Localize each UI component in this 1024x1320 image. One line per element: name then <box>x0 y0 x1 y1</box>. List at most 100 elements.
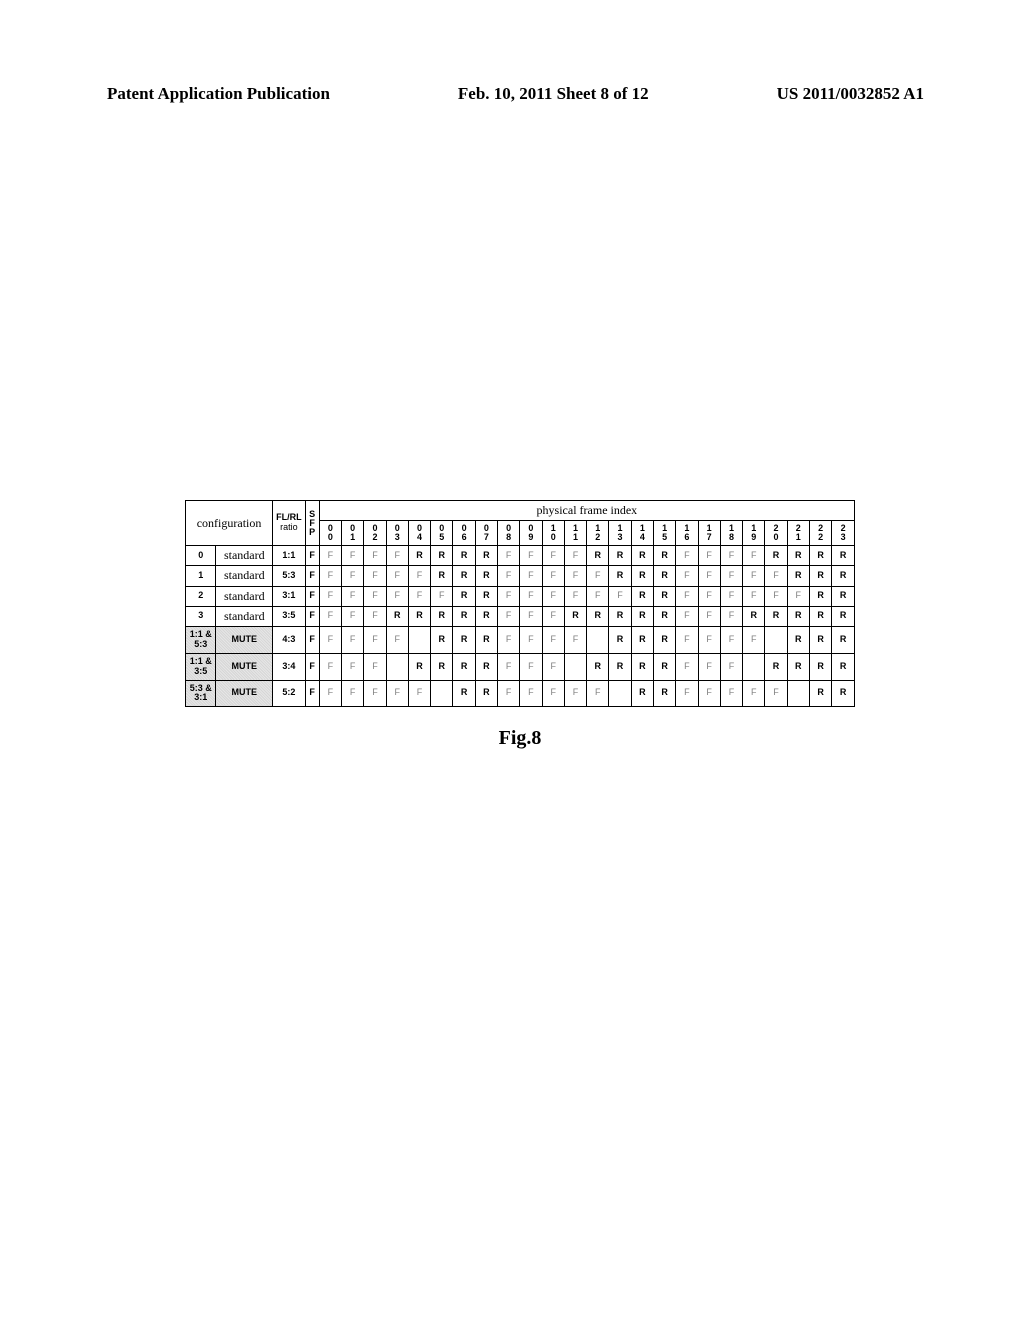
frame-cell: R <box>631 586 653 606</box>
frame-cell: F <box>342 546 364 566</box>
index-cell: 20 <box>765 521 787 546</box>
frame-cell: R <box>653 680 675 707</box>
frame-cell: F <box>720 680 742 707</box>
frame-cell: R <box>832 566 855 586</box>
frame-cell: F <box>364 606 386 626</box>
frame-cell: R <box>653 653 675 680</box>
frame-cell: R <box>653 626 675 653</box>
frame-cell: F <box>720 546 742 566</box>
frame-cell: F <box>520 606 542 626</box>
config-name-cell: standard <box>216 606 273 626</box>
frame-cell: F <box>743 546 765 566</box>
header-center: Feb. 10, 2011 Sheet 8 of 12 <box>458 84 649 104</box>
sfp-cell: F <box>305 606 319 626</box>
frame-cell <box>386 653 408 680</box>
index-cell: 09 <box>520 521 542 546</box>
frame-cell: R <box>475 566 497 586</box>
frame-cell: F <box>542 653 564 680</box>
config-name-cell: standard <box>216 566 273 586</box>
ratio-cell: 5:2 <box>273 680 305 707</box>
index-cell: 15 <box>653 521 675 546</box>
frame-cell: F <box>743 586 765 606</box>
config-name-cell: MUTE <box>216 626 273 653</box>
frame-cell: F <box>609 586 631 606</box>
frame-cell: F <box>765 566 787 586</box>
frame-cell: F <box>787 586 809 606</box>
frame-cell: F <box>319 566 341 586</box>
index-cell: 02 <box>364 521 386 546</box>
frame-cell: R <box>609 546 631 566</box>
frame-cell: R <box>431 546 453 566</box>
index-cell: 18 <box>720 521 742 546</box>
frame-cell: F <box>698 680 720 707</box>
frame-cell: R <box>453 586 475 606</box>
frame-cell: R <box>564 606 586 626</box>
index-cell: 13 <box>609 521 631 546</box>
config-name-cell: standard <box>216 586 273 606</box>
frame-cell: F <box>720 653 742 680</box>
frame-cell: F <box>676 606 698 626</box>
frame-cell: F <box>342 653 364 680</box>
frame-cell: F <box>542 586 564 606</box>
frame-cell: R <box>475 546 497 566</box>
index-cell: 05 <box>431 521 453 546</box>
table-row: 1:1 &5:3MUTE4:3FFFFFRRRFFFFRRRFFFFRRR <box>186 626 855 653</box>
frame-cell: R <box>453 680 475 707</box>
index-cell: 17 <box>698 521 720 546</box>
frame-cell: F <box>319 546 341 566</box>
frame-cell: F <box>520 586 542 606</box>
frame-cell: R <box>631 680 653 707</box>
frame-cell: F <box>720 586 742 606</box>
frame-cell: F <box>542 606 564 626</box>
frame-cell: F <box>408 566 430 586</box>
frame-cell: F <box>720 566 742 586</box>
frame-cell: R <box>431 653 453 680</box>
config-id-cell: 0 <box>186 546 216 566</box>
frame-cell: F <box>319 626 341 653</box>
table-row: 1standard5:3FFFFFFRRRFFFFFRRRFFFFFRRR <box>186 566 855 586</box>
frame-cell: R <box>408 606 430 626</box>
index-cell: 01 <box>342 521 364 546</box>
frame-cell: F <box>364 566 386 586</box>
table-row: 2standard3:1FFFFFFFRRFFFFFFRRFFFFFFRR <box>186 586 855 606</box>
frame-cell: R <box>832 546 855 566</box>
frame-table: configuration FL/RL ratio S F P physical… <box>185 500 855 707</box>
frame-cell: R <box>809 566 831 586</box>
table-row: 1:1 &3:5MUTE3:4FFFFRRRRFFFRRRRFFFRRRR <box>186 653 855 680</box>
phys-frame-header: physical frame index <box>319 501 854 521</box>
frame-cell: F <box>520 566 542 586</box>
frame-cell <box>408 626 430 653</box>
frame-cell: R <box>787 546 809 566</box>
frame-cell: F <box>765 680 787 707</box>
flrl-bot: ratio <box>280 522 298 532</box>
index-cell: 14 <box>631 521 653 546</box>
frame-cell: F <box>498 653 520 680</box>
frame-cell: F <box>698 546 720 566</box>
index-cell: 00 <box>319 521 341 546</box>
sfp-cell: F <box>305 653 319 680</box>
frame-cell: R <box>453 546 475 566</box>
frame-cell: F <box>386 626 408 653</box>
frame-cell: F <box>364 546 386 566</box>
frame-cell: F <box>587 566 609 586</box>
index-cell: 10 <box>542 521 564 546</box>
frame-cell <box>609 680 631 707</box>
frame-cell: F <box>542 566 564 586</box>
frame-cell: R <box>475 653 497 680</box>
frame-cell: F <box>564 546 586 566</box>
index-cell: 03 <box>386 521 408 546</box>
frame-cell: R <box>809 586 831 606</box>
frame-cell: F <box>342 586 364 606</box>
config-header: configuration <box>186 501 273 546</box>
config-id-cell: 5:3 &3:1 <box>186 680 216 707</box>
frame-cell: F <box>386 586 408 606</box>
frame-cell: F <box>342 566 364 586</box>
index-cell: 11 <box>564 521 586 546</box>
frame-cell: F <box>498 546 520 566</box>
frame-cell: R <box>809 626 831 653</box>
frame-cell: R <box>587 653 609 680</box>
frame-cell <box>765 626 787 653</box>
config-id-cell: 1 <box>186 566 216 586</box>
frame-cell <box>587 626 609 653</box>
config-id-cell: 3 <box>186 606 216 626</box>
